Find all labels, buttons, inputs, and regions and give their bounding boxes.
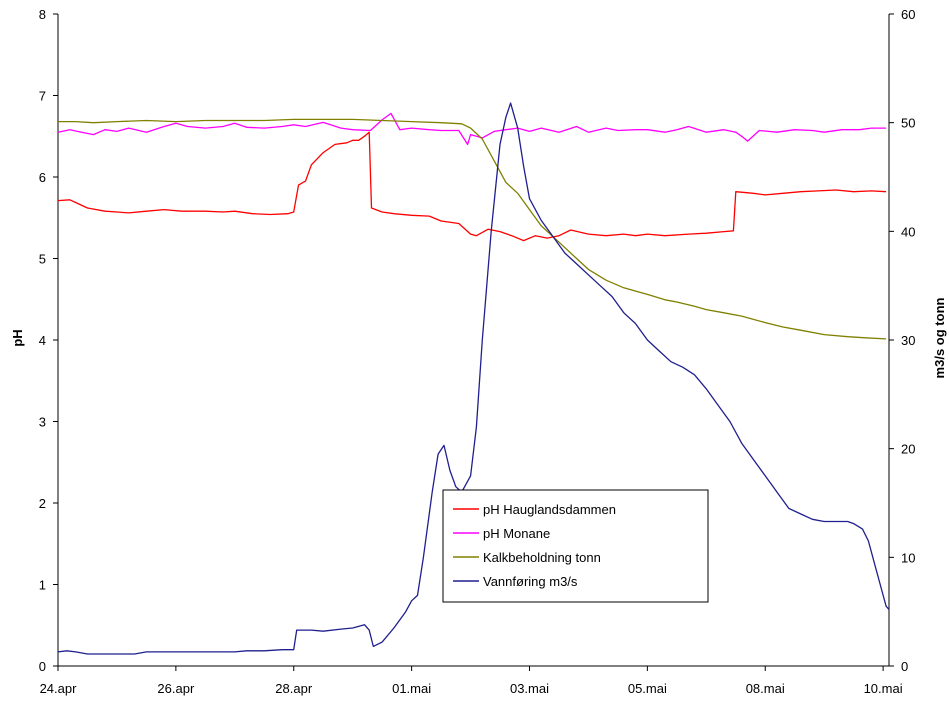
x-tick-label: 10.mai: [864, 681, 903, 696]
y-axis-title-left: pH: [10, 329, 25, 346]
legend: pH Hauglandsdammen pH Monane Kalkbeholdnin…: [442, 489, 709, 603]
axes: 0 1 2 3 4 5 6 7 8 0 10 20 30 40 50 60 24.apr 26.apr 28.apr…: [39, 7, 916, 696]
x-tick-label: 28.apr: [275, 681, 313, 696]
series-line-0: [57, 131, 887, 242]
x-tick-label: 24.apr: [40, 681, 78, 696]
y-tick-label-left: 6: [39, 170, 46, 185]
legend-box: [442, 489, 709, 603]
x-tick-label: 26.apr: [157, 681, 195, 696]
y-tick-label-left: 5: [39, 252, 46, 267]
y-tick-label-right: 60: [901, 7, 915, 22]
series-line-3: [57, 102, 890, 655]
y-tick-label-right: 50: [901, 116, 915, 131]
y-tick-label-left: 1: [39, 578, 46, 593]
legend-label: pH Hauglandsdammen: [483, 502, 616, 517]
series-line-1: [57, 112, 887, 146]
x-tick-label: 01.mai: [392, 681, 431, 696]
y-tick-label-right: 30: [901, 333, 915, 348]
y-axis-title-right: m3/s og tonn: [932, 297, 947, 378]
y-tick-label-right: 10: [901, 550, 915, 565]
legend-label: Vannføring m3/s: [483, 574, 578, 589]
y-tick-label-right: 20: [901, 442, 915, 457]
y-tick-label-left: 0: [39, 659, 46, 674]
x-tick-label: 05.mai: [628, 681, 667, 696]
x-tick-label: 03.mai: [510, 681, 549, 696]
legend-label: pH Monane: [483, 526, 550, 541]
y-tick-label-right: 40: [901, 224, 915, 239]
y-tick-label-left: 4: [39, 333, 46, 348]
y-tick-label-left: 2: [39, 496, 46, 511]
y-tick-label-left: 3: [39, 415, 46, 430]
series-layer: [57, 102, 890, 655]
legend-label: Kalkbeholdning tonn: [483, 550, 601, 565]
y-tick-label-right: 0: [901, 659, 908, 674]
x-tick-label: 08.mai: [746, 681, 785, 696]
y-tick-label-left: 8: [39, 7, 46, 22]
series-line-2: [58, 118, 887, 340]
y-tick-label-left: 7: [39, 89, 46, 104]
